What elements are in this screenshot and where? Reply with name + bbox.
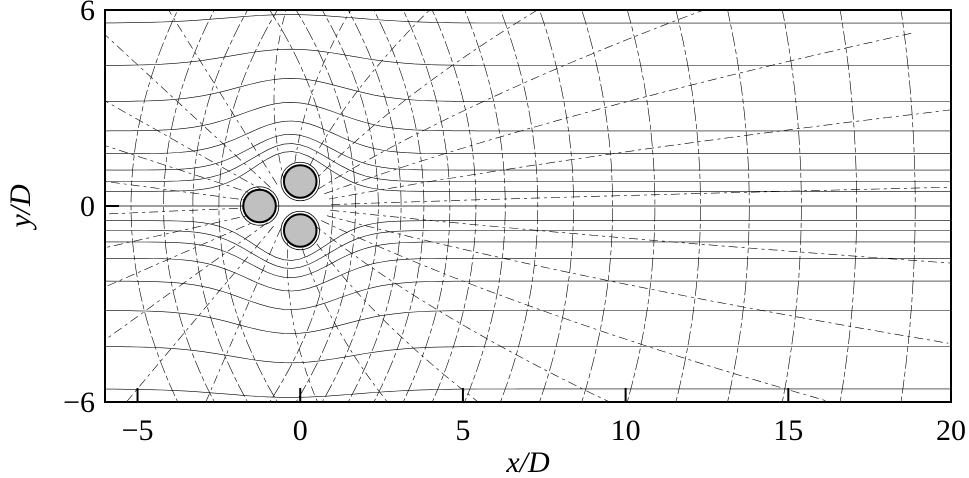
mesh-crossstream-line (727, 10, 750, 402)
mesh-crossstream-line (581, 10, 613, 402)
mesh-ray-line (309, 10, 538, 187)
mesh-streamwise-line (105, 241, 951, 279)
mesh-ray-line (105, 207, 259, 215)
mesh-crossstream-line (839, 10, 857, 402)
mesh-ray-line (328, 109, 951, 200)
cylinder (282, 164, 318, 199)
mesh-streamwise-line (105, 78, 951, 102)
mesh-grid (105, 10, 951, 402)
mesh-crossstream-line (373, 10, 425, 402)
mesh-ray-line (330, 209, 951, 264)
x-tick-label: 10 (611, 414, 641, 447)
mesh-streamwise-line (105, 133, 951, 171)
mesh-crossstream-line (675, 10, 701, 402)
mesh-streamwise-line (105, 280, 951, 310)
x-tick-label: 15 (773, 414, 803, 447)
x-tick-label: 5 (455, 414, 470, 447)
mesh-crossstream-line (900, 10, 916, 402)
mesh-ray-line (287, 229, 318, 402)
mesh-ray-line (273, 10, 287, 183)
mesh-ray-line (126, 225, 274, 402)
mesh-ray-line (324, 33, 912, 195)
mesh-crossstream-line (781, 10, 802, 402)
mesh-ray-line (105, 181, 259, 203)
mesh-ray-line (331, 186, 951, 205)
mesh-ray-line (105, 217, 263, 288)
mesh-ray-line (105, 145, 261, 197)
mesh-ray-line (105, 100, 266, 192)
mesh-ray-line (300, 10, 431, 184)
cylinder-boundary-layer (280, 161, 320, 202)
mesh-streamwise-line (105, 48, 951, 66)
axis-ticks: −5 0 5 10 15 20 −6 0 6 (63, 0, 966, 447)
cylinder (242, 188, 277, 224)
mesh-ray-line (168, 10, 278, 185)
mesh-streamwise-line (105, 120, 951, 154)
mesh-crossstream-line (431, 10, 477, 402)
mesh-crossstream-line (192, 10, 248, 402)
x-tick-label: 0 (293, 414, 308, 447)
mesh-crossstream-line (295, 10, 356, 402)
mesh-crossstream-line (130, 10, 179, 402)
mesh-streamwise-line (105, 388, 951, 398)
y-tick-label: −6 (63, 386, 95, 419)
mesh-streamwise-line (105, 258, 951, 292)
mesh-crossstream-line (163, 10, 215, 402)
mesh-streamwise-line (105, 346, 951, 364)
mesh-ray-line (205, 228, 282, 402)
mesh-ray-line (313, 224, 611, 402)
y-axis-label: y/D (4, 184, 37, 231)
cylinder (282, 213, 318, 248)
mesh-ray-line (292, 10, 352, 183)
mesh-crossstream-line (464, 10, 506, 402)
mesh-ray-line (326, 215, 949, 344)
mesh-crossstream-line (539, 10, 574, 402)
mesh-streamwise-line (105, 220, 951, 261)
x-tick-label: −5 (122, 414, 154, 447)
mesh-ray-line (296, 229, 388, 402)
mesh-streamwise-line (105, 310, 951, 334)
mesh-ray-line (105, 34, 271, 188)
mesh-ray-line (304, 227, 479, 402)
mesh-crossstream-line (321, 10, 379, 402)
mesh-streamwise-line (105, 230, 951, 269)
mesh-crossstream-line (347, 10, 402, 402)
mesh-crossstream-line (626, 10, 656, 402)
x-tick-label: 20 (936, 414, 966, 447)
mesh-ray-line (320, 220, 832, 402)
mesh-crossstream-line (402, 10, 451, 402)
mesh-ray-line (105, 222, 268, 341)
y-tick-label: 0 (80, 190, 95, 223)
cylinder-group (239, 161, 320, 251)
mesh-streamwise-line (105, 14, 951, 24)
mesh-ray-line (317, 10, 705, 190)
mesh-streamwise-line (105, 151, 951, 192)
x-axis-label: x/D (505, 446, 550, 478)
y-tick-label: 6 (80, 0, 95, 27)
mesh-streamwise-line (105, 143, 951, 182)
cylinder-boundary-layer (239, 186, 280, 226)
mesh-streamwise-line (105, 102, 951, 132)
cylinder-boundary-layer (280, 210, 320, 251)
mesh-crossstream-line (500, 10, 539, 402)
